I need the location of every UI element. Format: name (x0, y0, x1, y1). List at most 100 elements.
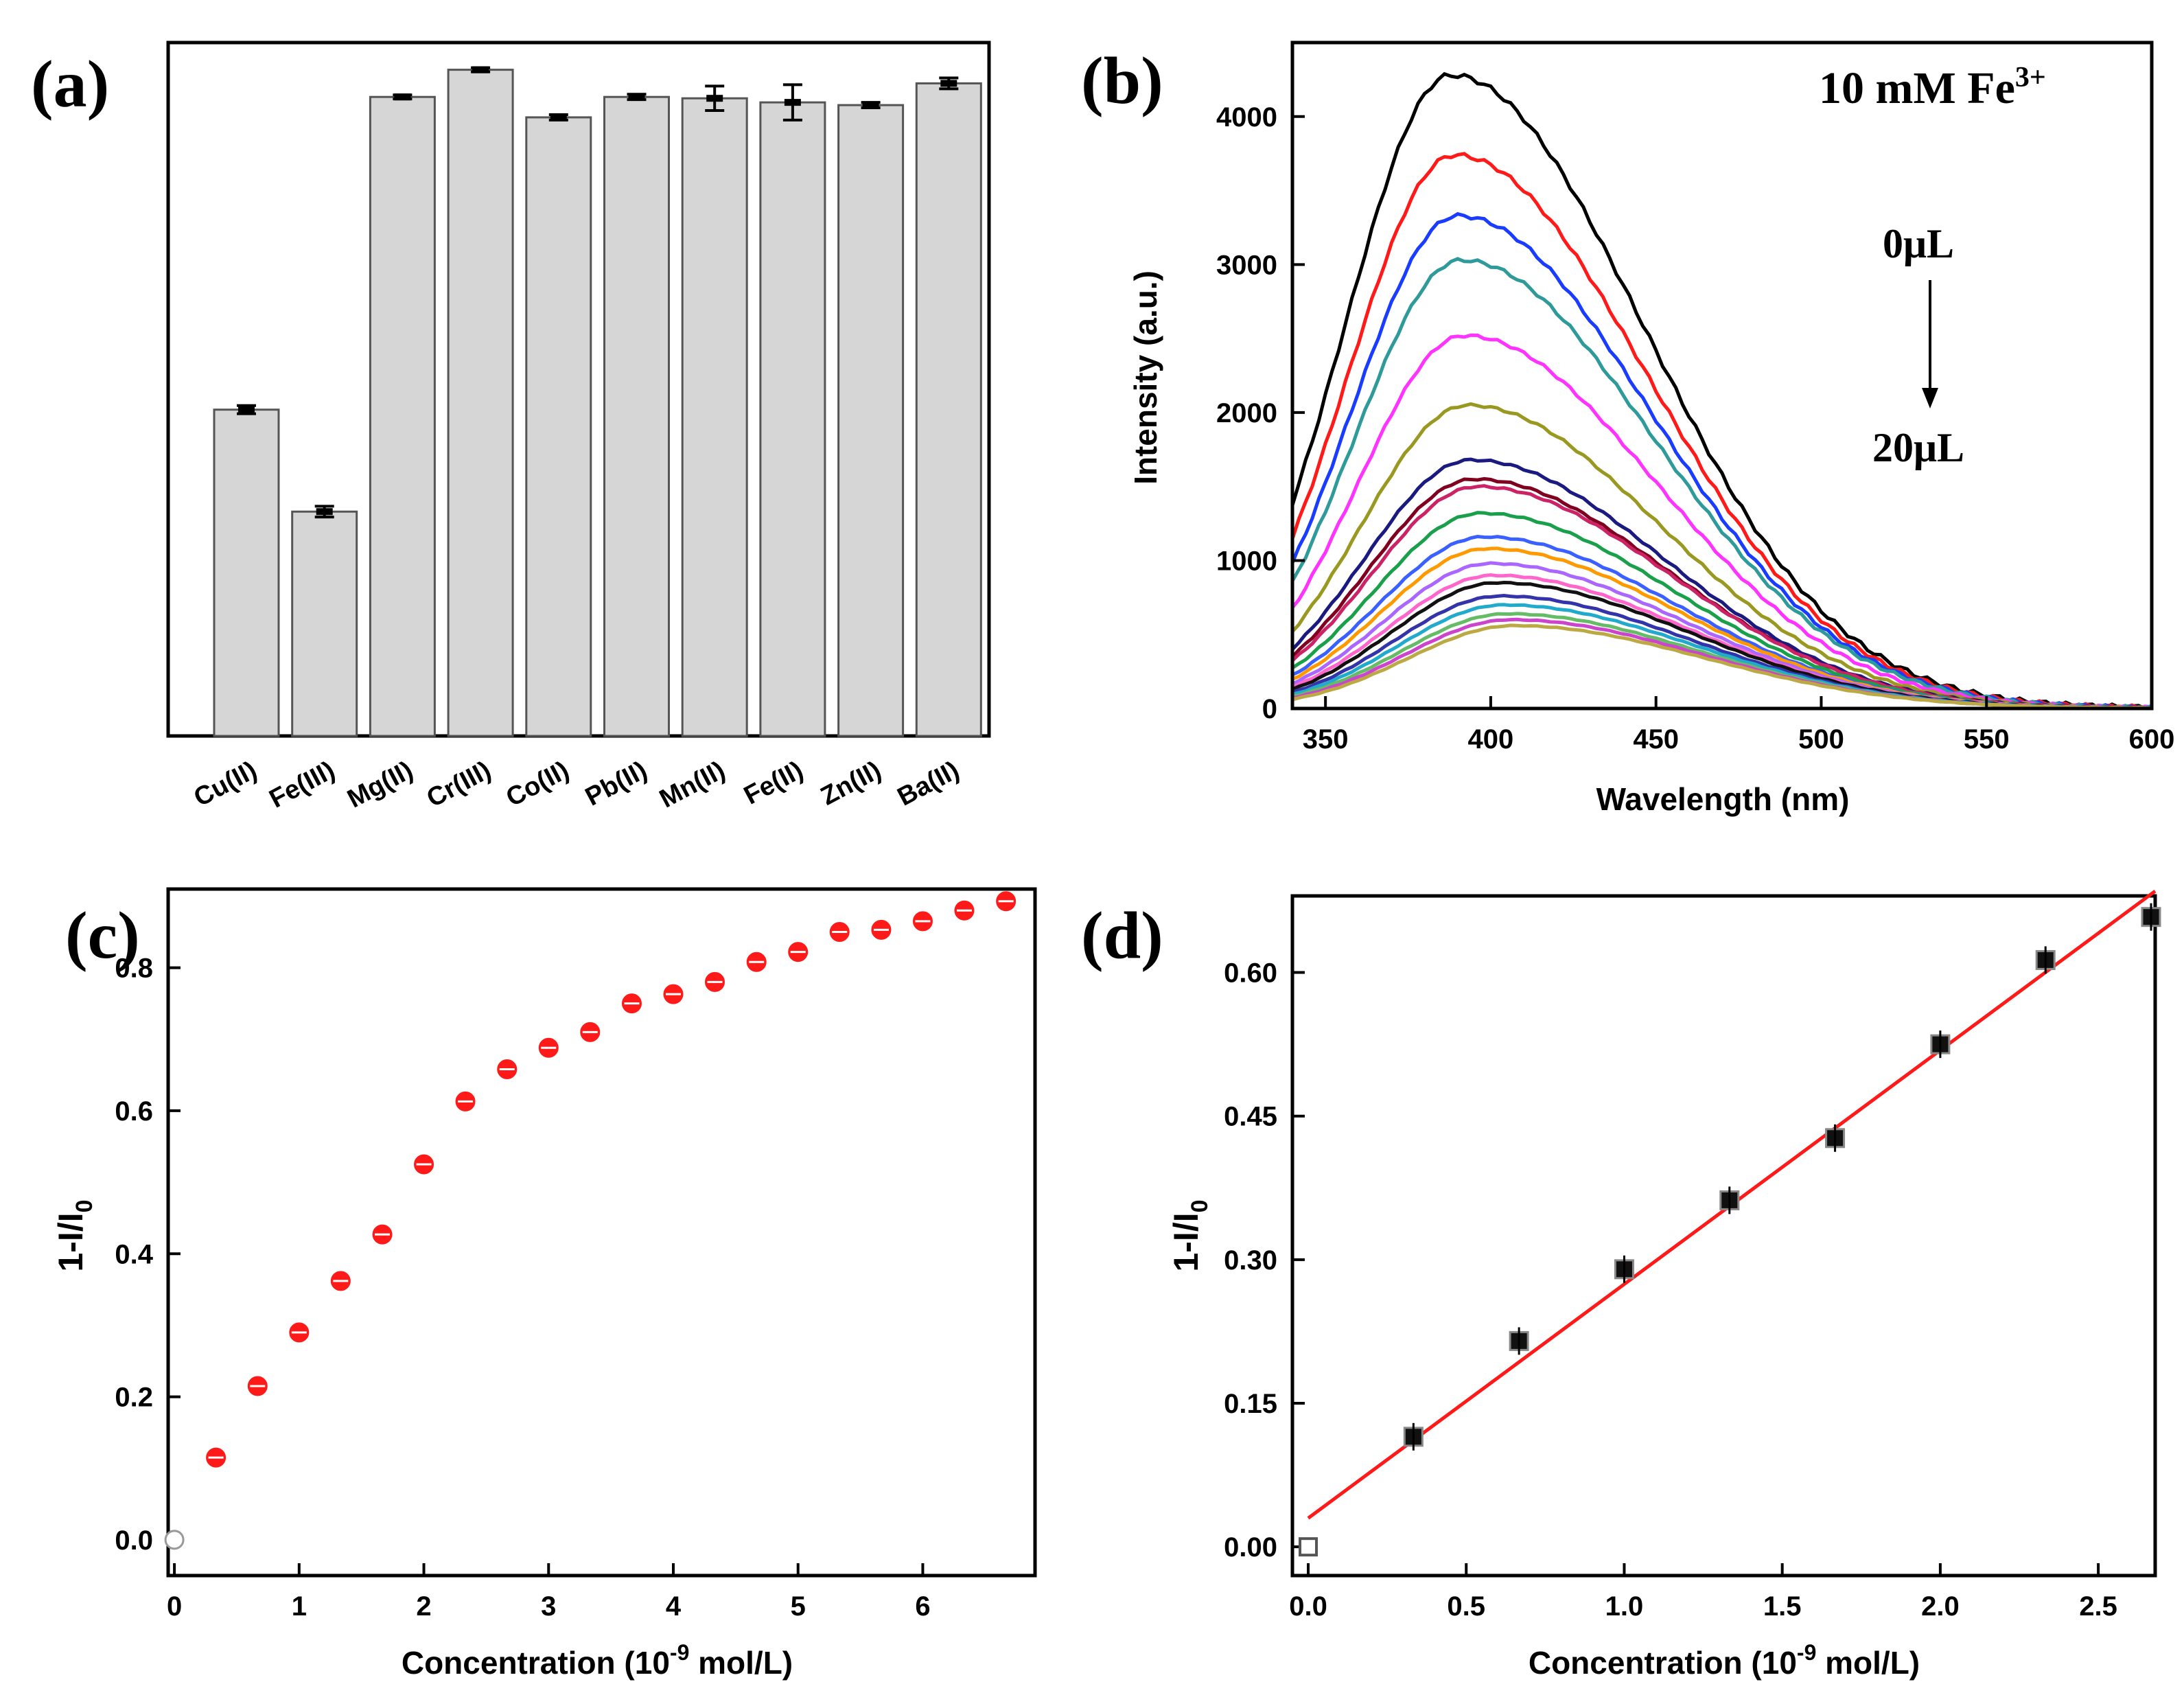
y-axis-label-main: 1-I/I (1167, 1212, 1205, 1271)
y-tick-label: 4000 (1216, 102, 1277, 132)
bar (681, 97, 748, 737)
y-axis-label-main: 1-I/I (51, 1212, 90, 1271)
x-tick-label: 400 (1468, 724, 1514, 754)
x-tick-label: Mg(II) (342, 756, 417, 814)
x-tick-label: 0 (167, 1591, 182, 1622)
y-tick-label: 0.2 (115, 1383, 153, 1413)
data-marker (394, 93, 411, 101)
x-tick-label: Zn(II) (816, 756, 886, 811)
bar (759, 101, 826, 737)
y-axis-label: 1-I/I0 (51, 1199, 97, 1271)
panel-label: (c) (65, 899, 140, 973)
y-tick-label: 0.60 (1224, 958, 1277, 989)
x-tick-label: 5 (791, 1591, 806, 1622)
panel-a: (a) Cu(II) Fe(III) Mg(II) Cr(III) Co(II) Pb(II… (31, 41, 991, 814)
x-tick-label: 1 (292, 1591, 307, 1622)
x-axis-label-sup: -9 (1797, 1640, 1816, 1665)
x-tick-label: 4 (666, 1591, 682, 1622)
panel-label: (a) (31, 47, 109, 122)
y-tick-label: 2000 (1216, 398, 1277, 428)
x-axis-label-end: mol/L) (1816, 1645, 1920, 1681)
x-tick-label: Cr(III) (422, 756, 496, 814)
panel-label: (d) (1081, 899, 1163, 973)
panel-b: 350 400 450 500 550 600 0 1000 2000 3000 4000 (b) 10… (1081, 41, 2175, 817)
data-marker (862, 102, 879, 109)
bar (915, 82, 982, 737)
x-axis-label-main: Concentration (10 (402, 1645, 670, 1681)
bar (213, 408, 280, 737)
bar (837, 104, 905, 737)
x-axis-label: Wavelength (nm) (1596, 781, 1850, 817)
x-tick-label: 600 (2129, 724, 2175, 754)
x-tick-label: 450 (1633, 724, 1679, 754)
y-axis-label-sub: 0 (1187, 1199, 1213, 1212)
arrow-top-label: 0μL (1883, 221, 1954, 266)
y-axis-label-sub: 0 (71, 1199, 97, 1212)
x-tick-label: 3 (541, 1591, 556, 1622)
y-tick-label: 0.4 (115, 1239, 153, 1269)
data-marker (628, 93, 645, 101)
data-marker (550, 113, 567, 121)
y-tick-label: 0.30 (1224, 1245, 1277, 1276)
y-axis-label: 1-I/I0 (1167, 1199, 1213, 1271)
x-tick-label: 2.0 (1921, 1591, 1960, 1622)
x-tick-label: Ba(II) (893, 756, 964, 812)
bar (603, 95, 670, 737)
x-tick-label: Cu(II) (189, 756, 262, 813)
y-axis-label: Intensity (a.u.) (1128, 270, 1163, 485)
data-marker (472, 66, 489, 73)
plot-frame (1290, 41, 2154, 711)
y-tick-label: 3000 (1216, 250, 1277, 280)
x-tick-label: Co(II) (502, 756, 574, 813)
x-tick-label: Fe(II) (739, 756, 808, 811)
y-tick-label: 0.00 (1224, 1532, 1277, 1563)
x-tick-label: 6 (915, 1591, 930, 1622)
x-tick-label: 350 (1303, 724, 1349, 754)
data-point (1299, 1537, 1318, 1557)
y-tick-label: 0.0 (115, 1525, 153, 1556)
x-tick-label: 2 (416, 1591, 431, 1622)
arrow-head-icon (1922, 388, 1938, 408)
y-tick-label: 0.45 (1224, 1102, 1277, 1132)
x-axis-label-main: Concentration (10 (1529, 1645, 1797, 1681)
x-axis-label-end: mol/L) (689, 1645, 793, 1681)
x-tick-label: 550 (1964, 724, 2010, 754)
series-group (1292, 71, 2152, 708)
bar (291, 510, 358, 737)
x-tick-label: Mn(II) (655, 756, 730, 814)
spectrum-line (1292, 623, 2152, 708)
panel-label: (b) (1081, 44, 1163, 118)
y-tick-label: 0.15 (1224, 1389, 1277, 1419)
panel-c: 0 1 2 3 4 5 6 0.0 0.2 0.4 0.6 0.8(c) Concentration (… (51, 887, 1037, 1681)
plot-frame (166, 887, 1037, 1578)
x-tick-label: 500 (1798, 724, 1844, 754)
bar (447, 69, 514, 737)
spectrum-line (1292, 561, 2152, 708)
data-marker (940, 80, 957, 87)
data-marker (706, 95, 723, 102)
annotation-sup: 3+ (2015, 62, 2046, 93)
x-tick-label: 1.5 (1763, 1591, 1802, 1622)
y-tick-label: 0.8 (115, 954, 153, 984)
x-tick-label: 0.5 (1447, 1591, 1485, 1622)
bar (525, 116, 592, 737)
bar (369, 95, 436, 737)
y-tick-label: 0.6 (115, 1096, 153, 1127)
panel-d: 0.0 0.5 1.0 1.5 2.0 2.5 0.00 0.15 0.30 0.45 0.60 (d… (1081, 890, 2161, 1681)
annotation-main: 10 mM Fe (1819, 63, 2015, 113)
x-axis-label: Concentration (10-9 mol/L) (402, 1640, 793, 1681)
arrow-bottom-label: 20μL (1872, 425, 1964, 470)
annotation: 10 mM Fe3+ (1819, 62, 2046, 113)
data-marker (784, 99, 801, 106)
data-marker (238, 406, 255, 413)
y-tick-label: 0 (1262, 694, 1277, 724)
data-point (164, 1530, 185, 1550)
data-marker (316, 508, 333, 516)
x-tick-label: 1.0 (1605, 1591, 1644, 1622)
spectrum-line (1292, 333, 2152, 708)
y-tick-label: 1000 (1216, 546, 1277, 576)
x-axis-label: Concentration (10-9 mol/L) (1529, 1640, 1920, 1681)
x-tick-label: Pb(II) (581, 756, 652, 812)
x-tick-label: Fe(III) (265, 756, 340, 814)
